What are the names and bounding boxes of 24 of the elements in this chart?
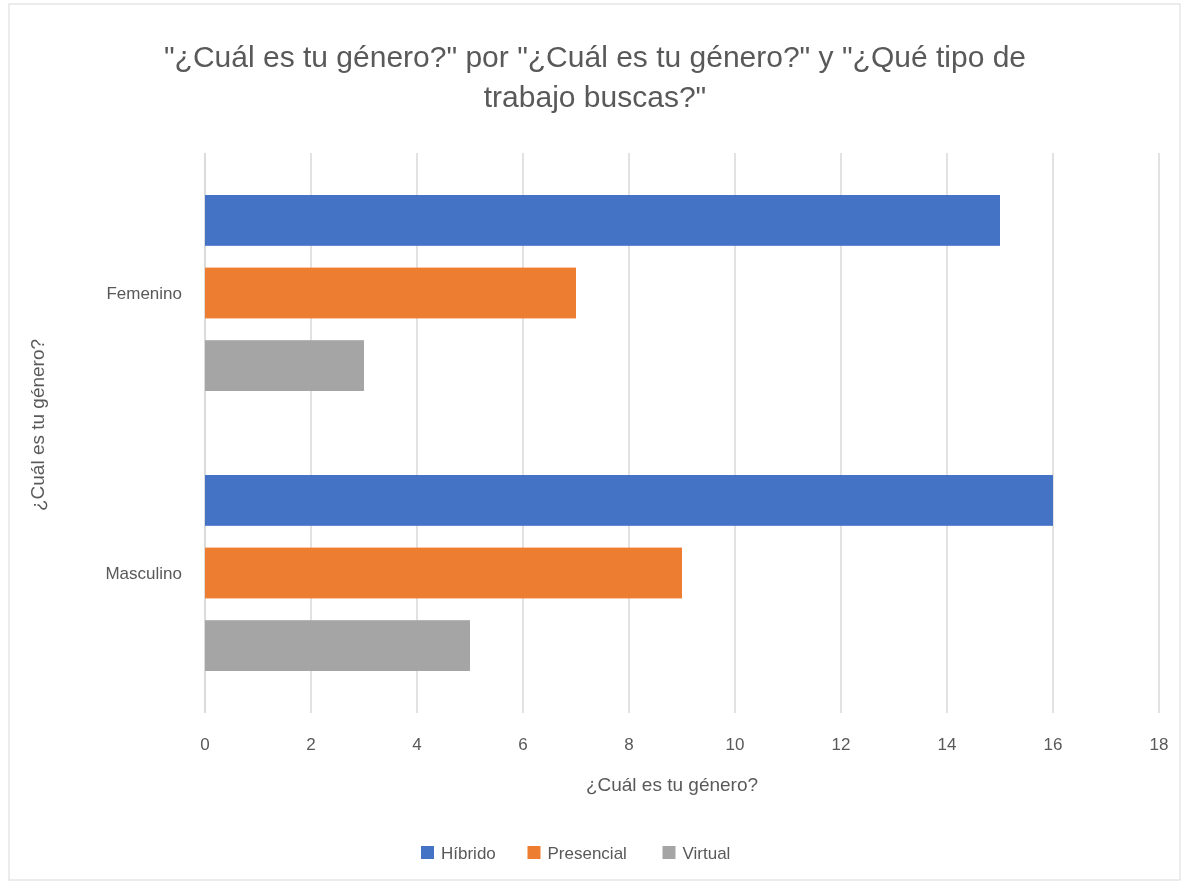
bar [205, 267, 576, 319]
legend-label: Virtual [682, 844, 731, 863]
x-tick-label: 8 [624, 735, 634, 754]
chart-title: "¿Cuál es tu género?" por "¿Cuál es tu género?" y "¿Qué tipo de trabajo buscas?" [163, 40, 1027, 113]
bar [205, 620, 470, 671]
x-tick-label: 4 [412, 735, 422, 754]
x-tick-label: 12 [831, 735, 851, 754]
bar [205, 547, 682, 599]
x-tick-label: 10 [725, 735, 745, 754]
x-tick-label: 14 [937, 735, 957, 754]
x-axis-title: ¿Cuál es tu género? [585, 774, 759, 795]
bar [205, 340, 364, 391]
y-tick-label: Masculino [105, 564, 182, 583]
legend-label: Presencial [547, 844, 627, 863]
legend-label: Híbrido [441, 844, 496, 863]
y-axis-title: ¿Cuál es tu género? [27, 338, 48, 512]
x-tick-label: 0 [200, 735, 210, 754]
bar [205, 195, 1000, 246]
x-tick-label: 18 [1149, 735, 1169, 754]
x-tick-label: 2 [306, 735, 316, 754]
x-tick-label: 6 [518, 735, 528, 754]
y-tick-label: Femenino [106, 284, 182, 303]
bar [205, 475, 1053, 526]
x-tick-label: 16 [1043, 735, 1063, 754]
